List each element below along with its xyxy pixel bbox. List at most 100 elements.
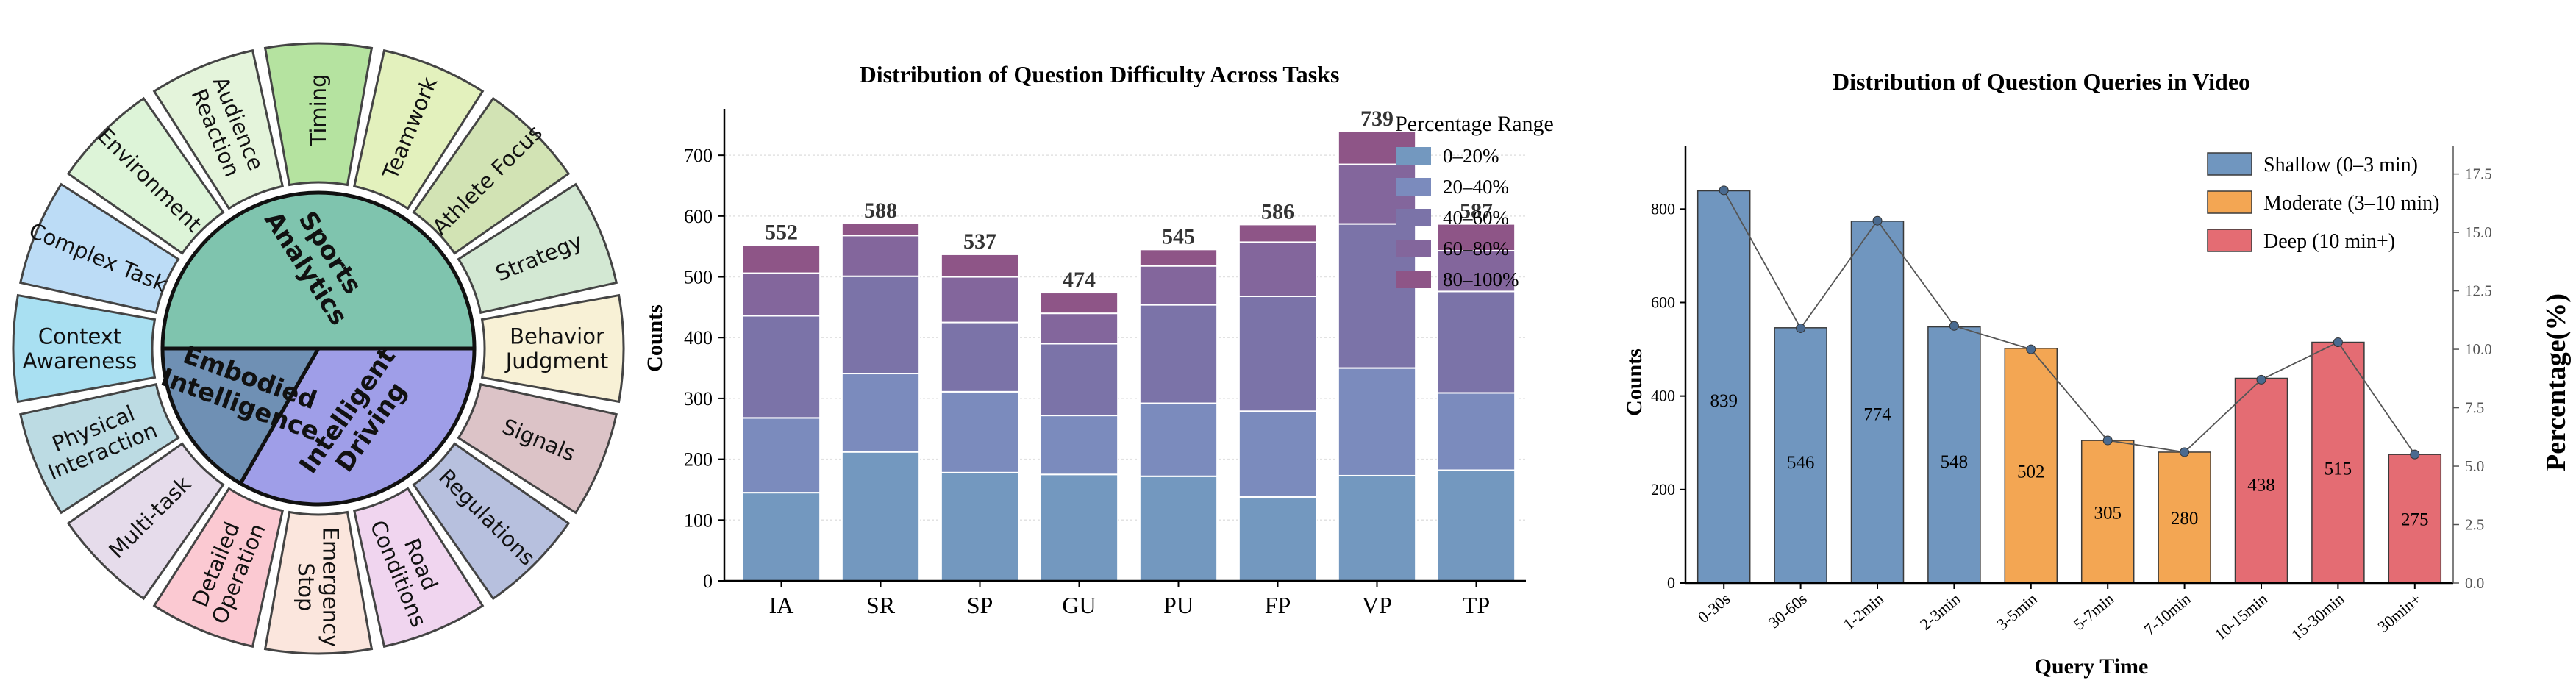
bar-segment-IA-1 [741,417,821,494]
x-tick-label: TP [1463,592,1490,618]
legend-label: 60–80% [1443,237,1509,260]
legend-label: Deep (10 min+) [2263,230,2395,253]
bar-segment-SR-0 [841,451,921,582]
y-tick-label: 300 [684,388,713,410]
query-bar-value: 502 [2017,462,2045,482]
legend-label: Shallow (0–3 min) [2263,154,2418,176]
percentage-point-3 [1949,321,1959,331]
outer-sector-1 [352,49,485,210]
legend-swatch-0 [1396,147,1431,165]
y-tick-label: 500 [684,267,713,288]
bar-segment-TP-4 [1436,223,1516,251]
percentage-point-1 [1796,323,1806,333]
query-bar-3-5min [2004,348,2058,584]
bar-segment-GU-1 [1039,415,1119,476]
query-bar-value: 839 [1710,391,1738,411]
y-tick-label: 100 [684,510,713,531]
bar-segment-SR-1 [841,373,921,453]
bar-segment-IA-4 [741,244,821,274]
outer-sector-11 [18,382,180,515]
legend-label: 40–60% [1443,207,1509,229]
percentage-point-7 [2256,374,2266,385]
x-tick-label: 1-2min [1839,590,1887,634]
percentage-point-2 [1872,215,1883,226]
outer-sector-10 [66,442,225,601]
y-tick-label: 0 [703,571,713,592]
y-right-tick-label: 2.5 [2465,516,2484,534]
bar-segment-SP-2 [940,321,1020,393]
legend-label: 0–20% [1443,145,1499,167]
y-right-tick-label: 5.0 [2465,457,2484,475]
y-tick-label: 200 [1651,480,1675,498]
difficulty-legend-title: Percentage Range [1395,112,1554,136]
query-bar-value: 280 [2171,509,2199,529]
bar-segment-VP-0 [1337,474,1417,582]
bar-segment-TP-1 [1436,392,1516,471]
bar-segment-GU-2 [1039,343,1119,417]
query-bar-value: 305 [2094,504,2122,523]
y-tick-label: 600 [684,206,713,227]
query-time-chart: Distribution of Question Queries in Vide… [1618,0,2576,693]
query-chart-xlabel: Query Time [2035,654,2149,679]
x-tick-label: FP [1265,592,1291,618]
y-right-tick-label: 7.5 [2465,399,2484,417]
bar-segment-PU-3 [1138,265,1219,306]
x-tick-label: SR [866,592,896,618]
bar-segment-SP-4 [940,253,1020,278]
outer-sector-12 [12,293,157,404]
bar-segment-GU-0 [1039,473,1119,582]
x-tick-label: SP [967,592,993,618]
x-tick-label: GU [1062,592,1096,618]
bar-total-label: 587 [1460,199,1493,224]
legend-swatch-1 [1396,178,1431,196]
legend-label: 80–100% [1443,268,1519,290]
bar-total-label: 474 [1063,268,1096,292]
bar-total-label: 545 [1162,224,1195,249]
query-bar-value: 275 [2401,510,2429,529]
y-tick-label: 800 [1651,199,1675,218]
bar-segment-SP-0 [940,471,1020,582]
outer-sector-3 [457,182,618,315]
percentage-line [1723,190,2416,455]
y-right-tick-label: 12.5 [2465,282,2492,300]
percentage-point-6 [2180,447,2190,457]
difficulty-chart-ylabel: Counts [647,304,667,372]
query-bar-value: 774 [1863,405,1891,425]
difficulty-chart-svg: Distribution of Question Difficulty Acro… [643,61,1554,618]
query-bar-value: 546 [1787,453,1815,473]
query-bar-value: 438 [2247,476,2275,496]
percentage-point-9 [2410,449,2420,460]
outer-sector-9 [152,487,285,648]
legend-label: Moderate (3–10 min) [2263,192,2440,215]
bar-segment-IA-2 [741,315,821,419]
x-tick-label: 3-5min [1993,590,2041,634]
outer-sector-14 [66,96,225,255]
outer-sector-8 [263,510,374,655]
bar-segment-GU-3 [1039,312,1119,345]
y-tick-label: 600 [1651,293,1675,311]
outer-sector-4 [480,293,625,404]
difficulty-chart: Distribution of Question Difficulty Acro… [643,0,1691,693]
y-right-tick-label: 10.0 [2465,340,2492,358]
x-tick-label: IA [769,592,794,618]
y-tick-label: 200 [684,449,713,471]
bar-segment-TP-0 [1436,469,1516,582]
x-tick-label: 30min+ [2374,590,2425,636]
query-bar-0-30s [1696,190,1751,584]
bar-segment-TP-3 [1436,249,1516,293]
outer-sector-13 [18,182,180,315]
x-tick-label: 0-30s [1694,590,1734,627]
legend-swatch-4 [1396,271,1431,288]
x-tick-label: 2-3min [1916,590,1964,634]
query-chart-title: Distribution of Question Queries in Vide… [1833,68,2250,95]
query-bar-10-15min [2234,377,2288,584]
query-bar-value: 548 [1941,452,1969,472]
legend-swatch-shallow [2207,152,2252,176]
outer-sector-6 [412,442,571,601]
center-sector-0 [160,190,477,351]
bar-segment-PU-0 [1138,475,1219,582]
center-sector-2 [160,346,322,487]
legend-label: 20–40% [1443,176,1509,198]
bar-segment-PU-2 [1138,304,1219,404]
